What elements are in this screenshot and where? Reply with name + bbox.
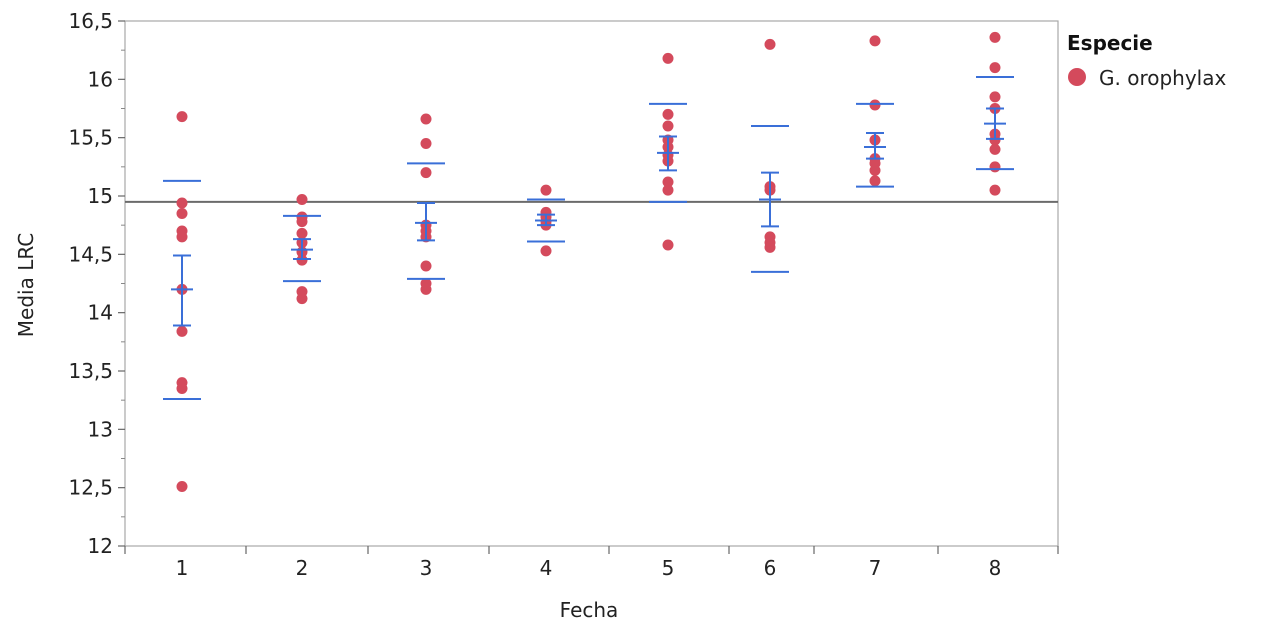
data-point [176,481,188,492]
error-bars-layer [163,76,1014,400]
legend: Especie G. orophylax [1067,31,1226,90]
data-point [662,52,674,64]
error-bar-group [751,125,789,273]
x-tick-label: 2 [296,556,309,580]
x-tick-label: 5 [662,556,675,580]
data-point [869,35,881,47]
data-point [989,134,1001,146]
data-point [989,31,1001,43]
data-point [176,197,188,209]
error-bar-group [527,198,565,243]
points-layer [176,31,1001,492]
y-axis: 12 12,5 13 13,5 14 14,5 15 15,5 16 16,5 [68,9,125,558]
data-point [662,239,674,251]
x-axis-title: Fecha [560,598,619,622]
data-point [989,143,1001,155]
data-point [420,260,432,272]
y-axis-title: Media LRC [14,233,38,337]
data-point [176,111,188,123]
y-tick-label: 12,5 [68,476,113,500]
plot-border [124,20,1059,547]
data-point [869,99,881,111]
data-point [662,108,674,120]
data-point [869,175,881,187]
data-point [176,325,188,337]
x-tick-label: 8 [989,556,1002,580]
error-bar-group [283,214,321,283]
legend-title: Especie [1067,31,1153,55]
y-tick-label: 13,5 [68,359,113,383]
data-point [869,164,881,176]
data-point [296,227,308,239]
error-bar-group [649,102,687,203]
error-bar-group [856,102,894,188]
data-point [296,194,308,205]
data-point [176,383,188,394]
error-bar-group [163,179,201,400]
data-point [989,91,1001,103]
data-point [989,184,1001,196]
data-point [764,38,776,50]
data-point [420,167,432,179]
x-axis: 1 2 3 4 5 6 7 8 [124,546,1059,580]
x-tick-label: 6 [764,556,777,580]
data-point [176,231,188,243]
y-tick-label: 16,5 [68,9,113,33]
error-bar-group [976,76,1014,171]
data-point [764,241,776,253]
data-point [420,283,432,295]
y-tick-label: 15,5 [68,126,113,150]
x-tick-label: 1 [176,556,189,580]
data-point [296,254,308,266]
y-tick-label: 16 [88,67,113,91]
data-point [989,62,1001,74]
legend-marker [1068,68,1086,86]
data-point [296,216,308,228]
data-point [296,293,308,305]
data-point [420,113,432,125]
data-point [420,138,432,149]
y-tick-label: 15 [88,184,113,208]
x-tick-label: 3 [420,556,433,580]
data-point [662,184,674,196]
y-tick-label: 13 [88,417,113,441]
data-point [540,245,552,257]
data-point [662,176,674,188]
data-point [540,184,552,196]
data-point [176,208,188,219]
x-tick-label: 7 [869,556,882,580]
y-tick-label: 14 [88,301,113,325]
legend-label: G. orophylax [1099,66,1226,90]
x-tick-label: 4 [540,556,553,580]
data-point [662,120,674,132]
y-tick-label: 14,5 [68,242,113,266]
plot-frame [124,20,1059,547]
error-bar-group [407,162,445,280]
data-point [989,161,1001,173]
y-tick-label: 12 [88,534,113,558]
